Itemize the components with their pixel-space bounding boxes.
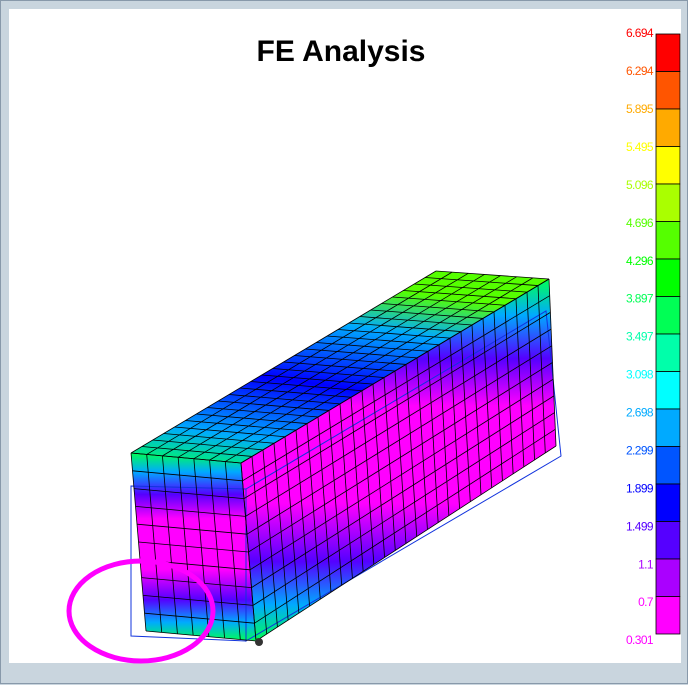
legend-band xyxy=(656,372,680,410)
window: FE Analysis 6.694 6.294 5.895 5.495 5.096 4.6… xyxy=(0,0,688,684)
legend-band xyxy=(656,72,680,110)
legend-label: 1.499 xyxy=(626,519,654,533)
legend-band xyxy=(656,559,680,597)
legend-label: 3.897 xyxy=(626,292,654,306)
legend-band xyxy=(656,484,680,522)
legend-label: 4.696 xyxy=(626,216,654,230)
legend-label: 5.495 xyxy=(626,140,654,154)
legend-band xyxy=(656,409,680,447)
legend-band xyxy=(656,297,680,335)
legend-band xyxy=(656,597,680,635)
legend-label: 1.899 xyxy=(626,481,654,495)
legend-band xyxy=(656,447,680,485)
legend-band xyxy=(656,222,680,260)
legend-label: 5.895 xyxy=(626,102,654,116)
legend-label: 6.694 xyxy=(626,26,654,40)
legend-label: 2.698 xyxy=(626,406,654,420)
legend-band xyxy=(656,184,680,222)
legend-label: 3.098 xyxy=(626,368,654,382)
legend-label: 3.497 xyxy=(626,330,654,344)
legend-label: 4.296 xyxy=(626,254,654,268)
plot: FE Analysis 6.694 6.294 5.895 5.495 5.096 4.6… xyxy=(1,1,688,685)
legend-band xyxy=(656,522,680,560)
support xyxy=(255,638,263,646)
legend-label: 0.7 xyxy=(638,595,654,609)
legend-band xyxy=(656,109,680,147)
legend-band xyxy=(656,259,680,297)
legend-label: 6.294 xyxy=(626,64,654,78)
legend-label: 0.301 xyxy=(626,633,654,647)
legend-band xyxy=(656,334,680,372)
legend-band xyxy=(656,147,680,185)
legend-label: 5.096 xyxy=(626,178,654,192)
title: FE Analysis xyxy=(257,35,426,68)
legend-band xyxy=(656,34,680,72)
legend-label: 2.299 xyxy=(626,443,654,457)
legend-label: 1.1 xyxy=(638,557,654,571)
